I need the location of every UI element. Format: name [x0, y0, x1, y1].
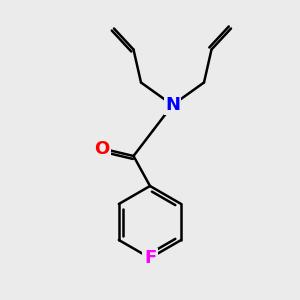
Text: N: N [165, 96, 180, 114]
Text: F: F [144, 249, 156, 267]
Text: O: O [94, 140, 110, 158]
